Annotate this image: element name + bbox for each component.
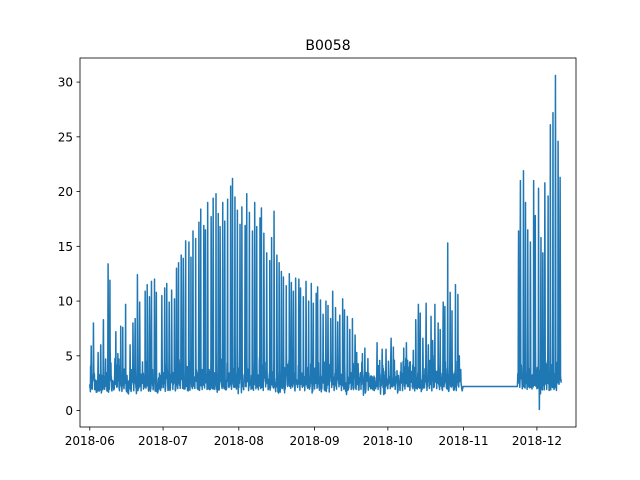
- x-tick-label: 2018-07: [138, 434, 188, 448]
- y-tick-label: 20: [58, 185, 73, 199]
- x-tick-label: 2018-08: [214, 434, 264, 448]
- x-tick-label: 2018-10: [363, 434, 413, 448]
- plot-frame: [79, 57, 577, 428]
- y-tick-label: 30: [58, 76, 73, 90]
- series-layer: [89, 74, 562, 411]
- x-tick-label: 2018-06: [65, 434, 115, 448]
- y-axis: 0 5 10 15 20 25 30: [58, 76, 80, 418]
- y-tick-label: 5: [65, 349, 73, 363]
- chart-title: B0058: [305, 38, 350, 54]
- y-tick-label: 15: [58, 240, 73, 254]
- x-axis: 2018-06 2018-07 2018-08 2018-09 2018-10 2018-…: [65, 427, 562, 448]
- y-tick-label: 10: [58, 295, 73, 309]
- y-tick-label: 0: [65, 404, 73, 418]
- x-tick-label: 2018-09: [289, 434, 339, 448]
- x-tick-label: 2018-11: [439, 434, 489, 448]
- series-line-1: [89, 74, 562, 411]
- x-tick-label: 2018-12: [512, 434, 562, 448]
- y-tick-label: 25: [58, 130, 73, 144]
